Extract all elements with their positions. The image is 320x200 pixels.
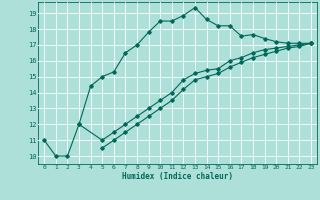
X-axis label: Humidex (Indice chaleur): Humidex (Indice chaleur) bbox=[122, 172, 233, 181]
